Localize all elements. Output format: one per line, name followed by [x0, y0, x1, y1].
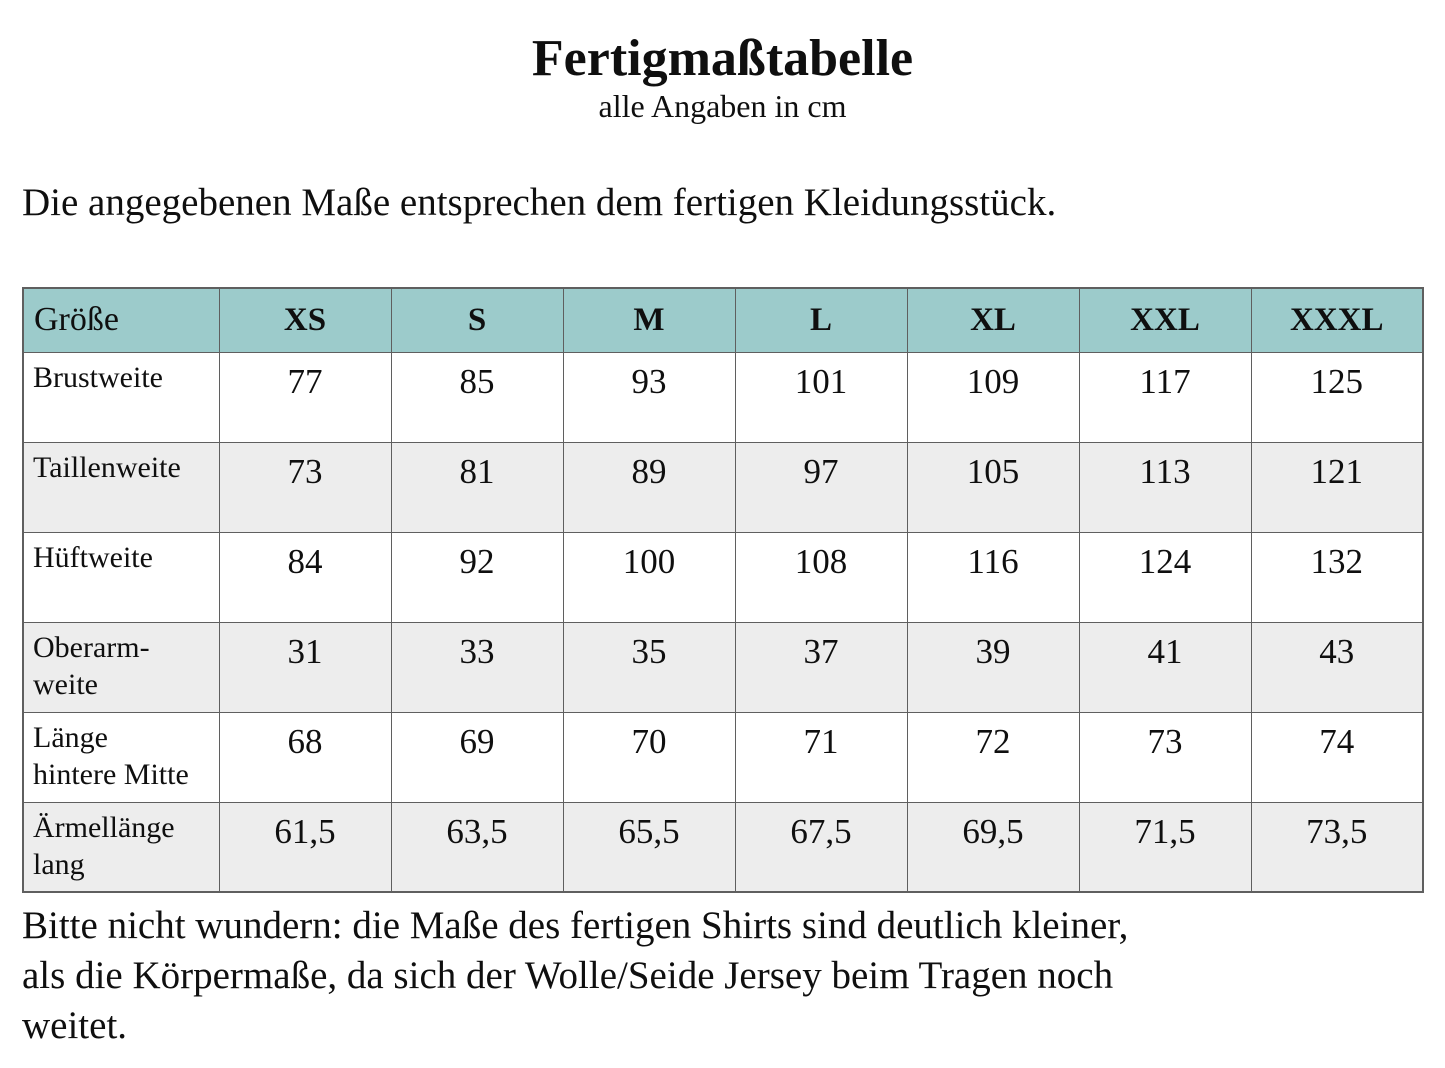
value-cell: 69	[390, 711, 564, 803]
value-cell: 113	[1078, 441, 1252, 533]
value-cell: 81	[390, 441, 564, 533]
value-cell: 73	[1078, 711, 1252, 803]
column-header-xxl: XXL	[1078, 287, 1252, 353]
value-cell: 72	[906, 711, 1080, 803]
value-cell: 132	[1250, 531, 1424, 623]
value-cell: 97	[734, 441, 908, 533]
page-title: Fertigmaßtabelle	[531, 30, 914, 87]
value-cell: 73	[218, 441, 392, 533]
row-label-aermellaenge-lang: Ärmellänge lang	[22, 801, 220, 893]
column-header-s: S	[390, 287, 564, 353]
value-cell: 35	[562, 621, 736, 713]
value-cell: 73,5	[1250, 801, 1424, 893]
row-label-laenge-hintere-mitte: Länge hintere Mitte	[22, 711, 220, 803]
value-cell: 108	[734, 531, 908, 623]
value-cell: 41	[1078, 621, 1252, 713]
page-subtitle: alle Angaben in cm	[598, 88, 847, 125]
value-cell: 43	[1250, 621, 1424, 713]
column-header-groesse: Größe	[22, 287, 220, 353]
value-cell: 71	[734, 711, 908, 803]
value-cell: 92	[390, 531, 564, 623]
value-cell: 109	[906, 351, 1080, 443]
value-cell: 105	[906, 441, 1080, 533]
column-header-xs: XS	[218, 287, 392, 353]
value-cell: 33	[390, 621, 564, 713]
value-cell: 70	[562, 711, 736, 803]
table-header-row: Größe XS S M L XL XXL XXXL	[22, 287, 1424, 353]
value-cell: 101	[734, 351, 908, 443]
value-cell: 69,5	[906, 801, 1080, 893]
value-cell: 116	[906, 531, 1080, 623]
value-cell: 84	[218, 531, 392, 623]
value-cell: 89	[562, 441, 736, 533]
value-cell: 63,5	[390, 801, 564, 893]
table-row-aermellaenge-lang: Ärmellänge lang 61,5 63,5 65,5 67,5 69,5…	[22, 801, 1424, 893]
row-label-oberarmweite: Oberarm- weite	[22, 621, 220, 713]
value-cell: 74	[1250, 711, 1424, 803]
row-label-brustweite: Brustweite	[22, 351, 220, 443]
value-cell: 124	[1078, 531, 1252, 623]
table-row-brustweite: Brustweite 77 85 93 101 109 117 125	[22, 351, 1424, 443]
column-header-xl: XL	[906, 287, 1080, 353]
column-header-xxxl: XXXL	[1250, 287, 1424, 353]
table-row-laenge-hintere-mitte: Länge hintere Mitte 68 69 70 71 72 73 74	[22, 711, 1424, 803]
column-header-m: M	[562, 287, 736, 353]
footnote-text: Bitte nicht wundern: die Maße des fertig…	[22, 904, 1129, 1047]
value-cell: 65,5	[562, 801, 736, 893]
table-row-hueftweite: Hüftweite 84 92 100 108 116 124 132	[22, 531, 1424, 623]
value-cell: 39	[906, 621, 1080, 713]
value-cell: 100	[562, 531, 736, 623]
table-row-taillenweite: Taillenweite 73 81 89 97 105 113 121	[22, 441, 1424, 533]
value-cell: 85	[390, 351, 564, 443]
value-cell: 117	[1078, 351, 1252, 443]
size-table: Größe XS S M L XL XXL XXXL Brustweite 77…	[22, 287, 1424, 894]
column-header-l: L	[734, 287, 908, 353]
table-row-oberarmweite: Oberarm- weite 31 33 35 37 39 41 43	[22, 621, 1424, 713]
value-cell: 67,5	[734, 801, 908, 893]
value-cell: 71,5	[1078, 801, 1252, 893]
value-cell: 125	[1250, 351, 1424, 443]
value-cell: 31	[218, 621, 392, 713]
value-cell: 37	[734, 621, 908, 713]
value-cell: 77	[218, 351, 392, 443]
intro-text: Die angegebenen Maße entsprechen dem fer…	[22, 181, 1057, 225]
value-cell: 121	[1250, 441, 1424, 533]
row-label-hueftweite: Hüftweite	[22, 531, 220, 623]
row-label-taillenweite: Taillenweite	[22, 441, 220, 533]
value-cell: 93	[562, 351, 736, 443]
value-cell: 68	[218, 711, 392, 803]
value-cell: 61,5	[218, 801, 392, 893]
